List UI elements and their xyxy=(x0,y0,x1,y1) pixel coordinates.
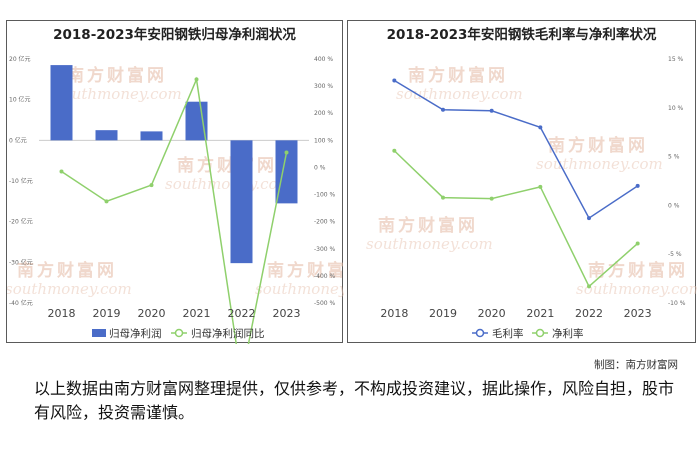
legend-marker-gross-margin xyxy=(475,328,485,338)
legend-label-net-profit-yoy: 归母净利润同比 xyxy=(191,327,265,340)
right-y-tick-label: -10 % xyxy=(668,300,686,307)
x-tick-label: 2023 xyxy=(624,307,652,320)
x-tick-label: 2019 xyxy=(429,307,457,320)
watermark-brand: 南方财富网 xyxy=(177,155,277,176)
line-net-profit-yoy xyxy=(61,76,288,344)
margin-chart-panel: 2018-2023年安阳钢铁毛利率与净利率状况 南方财富网 southmoney.… xyxy=(347,20,697,343)
point-gross-margin xyxy=(392,78,397,83)
x-tick-label: 2020 xyxy=(478,307,506,320)
right-y-tick-label: 200 % xyxy=(314,110,333,117)
net-profit-chart: 南方财富网southmoney.com南方财富网southmoney.com南方… xyxy=(7,55,344,344)
point-gross-margin xyxy=(538,125,543,130)
left-y-tick-label: 10 亿元 xyxy=(9,96,31,104)
right-y-tick-label: -5 % xyxy=(668,251,682,258)
bar-net-profit xyxy=(140,131,163,141)
left-y-tick-label: -20 亿元 xyxy=(9,218,33,226)
x-tick-label: 2021 xyxy=(183,307,211,320)
watermark-url: southmoney.com xyxy=(255,280,344,298)
right-y-tick-label: 5 % xyxy=(668,154,680,161)
right-y-tick-label: 100 % xyxy=(314,137,333,144)
watermark-url: southmoney.com xyxy=(165,175,292,193)
point-net-margin xyxy=(538,184,543,189)
watermark-brand: 南方财富网 xyxy=(588,260,688,281)
x-tick-label: 2018 xyxy=(380,307,408,320)
watermark-brand: 南方财富网 xyxy=(17,260,117,281)
x-tick-label: 2021 xyxy=(526,307,554,320)
disclaimer-text: 以上数据由南方财富网整理提供，仅供参考，不构成投资建议，据此操作，风险自担，股市… xyxy=(34,379,675,422)
right-y-tick-label: 15 % xyxy=(668,56,684,63)
left-y-tick-label: 20 亿元 xyxy=(9,55,31,63)
right-y-tick-label: -100 % xyxy=(314,192,336,199)
right-y-tick-label: 400 % xyxy=(314,56,333,63)
point-net-margin xyxy=(489,196,494,201)
bar-net-profit xyxy=(50,65,73,141)
point-net-profit-yoy xyxy=(284,150,289,155)
left-y-tick-label: -10 亿元 xyxy=(9,177,33,185)
point-net-margin xyxy=(441,195,445,200)
right-y-tick-label: 10 % xyxy=(668,105,684,112)
watermark-brand: 南方财富网 xyxy=(408,65,508,86)
legend-swatch-net-profit xyxy=(92,329,106,337)
watermark-brand: 南方财富网 xyxy=(378,215,478,236)
x-tick-label: 2019 xyxy=(93,307,121,320)
net-profit-chart-panel: 2018-2023年安阳钢铁归母净利润状况 南方财富网 southmoney.co… xyxy=(6,20,344,344)
point-gross-margin xyxy=(441,107,445,112)
bar-net-profit xyxy=(275,140,298,204)
point-net-margin xyxy=(392,148,397,153)
point-gross-margin xyxy=(489,108,494,113)
bar-net-profit xyxy=(230,140,253,264)
right-y-tick-label: -400 % xyxy=(314,273,336,280)
watermark-url: southmoney.com xyxy=(366,235,493,253)
right-y-tick-label: 0 % xyxy=(314,164,326,171)
watermark-url: southmoney.com xyxy=(396,85,523,103)
x-tick-label: 2023 xyxy=(273,307,301,320)
x-tick-label: 2018 xyxy=(48,307,76,320)
watermark-url: southmoney.com xyxy=(536,155,663,173)
right-chart-title: 2018-2023年安阳钢铁毛利率与净利率状况 xyxy=(386,27,657,43)
point-net-margin xyxy=(635,241,640,246)
watermark-brand: 南方财富网 xyxy=(267,260,344,281)
x-tick-label: 2022 xyxy=(575,307,603,320)
watermark-url: southmoney.com xyxy=(7,280,132,298)
left-chart-title: 2018-2023年安阳钢铁归母净利润状况 xyxy=(53,27,296,43)
right-y-tick-label: 0 % xyxy=(668,202,680,209)
legend-label-net-profit: 归母净利润 xyxy=(109,327,162,340)
line-gross-margin xyxy=(393,79,639,220)
bar-net-profit xyxy=(95,130,118,141)
legend-label-gross-margin: 毛利率 xyxy=(492,327,524,340)
legend-marker-net-profit-yoy xyxy=(174,328,184,338)
watermark-brand: 南方财富网 xyxy=(548,135,648,156)
margin-chart: 南方财富网southmoney.com南方财富网southmoney.com南方… xyxy=(366,56,697,340)
credit-text: 制图：南方财富网 xyxy=(594,359,678,371)
watermark-url: southmoney.com xyxy=(576,280,697,298)
point-net-profit-yoy xyxy=(194,77,199,82)
x-tick-label: 2022 xyxy=(228,307,256,320)
right-y-tick-label: -500 % xyxy=(314,300,336,307)
point-gross-margin xyxy=(587,216,591,221)
left-y-tick-label: -30 亿元 xyxy=(9,258,33,266)
point-net-profit-yoy xyxy=(59,169,64,174)
right-y-tick-label: 300 % xyxy=(314,83,333,90)
point-net-profit-yoy xyxy=(104,199,109,204)
left-y-tick-label: 0 亿元 xyxy=(9,136,27,144)
left-y-tick-label: -40 亿元 xyxy=(9,299,33,307)
right-y-tick-label: -300 % xyxy=(314,246,336,253)
line-net-margin xyxy=(393,150,639,288)
watermark-url: southmoney.com xyxy=(55,85,182,103)
legend-label-net-margin: 净利率 xyxy=(552,327,584,340)
x-tick-label: 2020 xyxy=(138,307,166,320)
point-gross-margin xyxy=(635,183,640,188)
watermark-brand: 南方财富网 xyxy=(67,65,167,86)
right-y-tick-label: -200 % xyxy=(314,219,336,226)
legend-marker-net-margin xyxy=(535,328,545,338)
point-net-profit-yoy xyxy=(149,183,154,188)
point-net-margin xyxy=(587,284,591,289)
